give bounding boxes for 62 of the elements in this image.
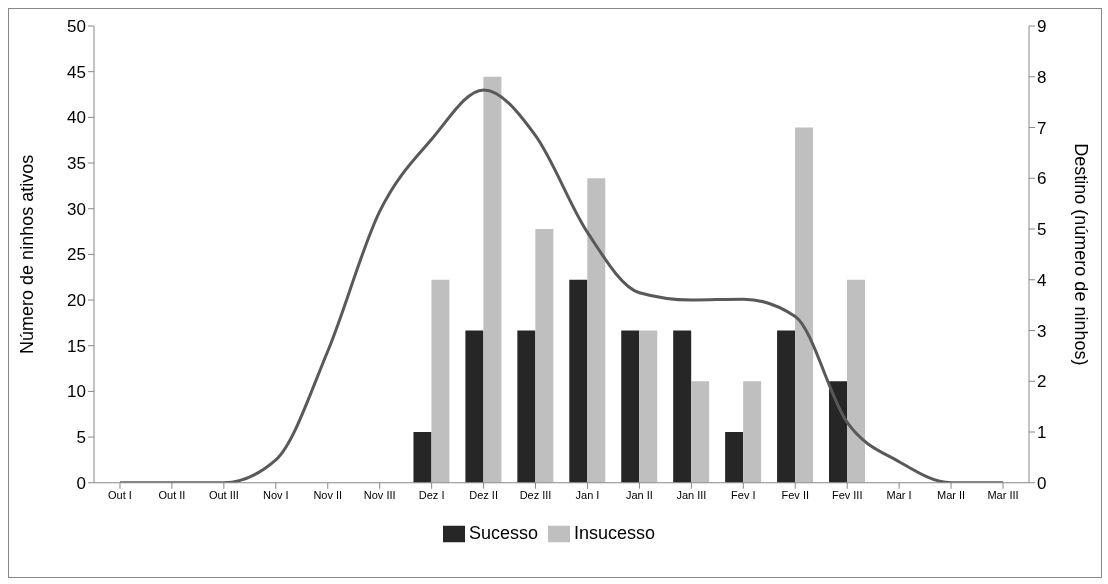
bar	[483, 76, 502, 483]
bar	[413, 432, 432, 483]
bar	[795, 127, 814, 483]
bar	[691, 381, 710, 483]
y-tick-label: 30	[67, 199, 86, 219]
bar	[535, 229, 554, 483]
bar	[639, 330, 658, 483]
y-axis-title: Número de ninhos ativos	[17, 154, 38, 354]
y-tick-label: 35	[67, 154, 86, 174]
line-series	[118, 88, 1005, 483]
bar	[847, 279, 866, 483]
x-tick-label: Nov II	[313, 488, 343, 501]
x-tick-label: Nov I	[262, 488, 289, 501]
y2-tick-label: 0	[1037, 473, 1047, 493]
x-tick-label: Fev II	[781, 488, 810, 501]
bar	[465, 330, 484, 483]
bar	[569, 279, 588, 483]
y2-tick-label: 6	[1037, 169, 1047, 189]
x-tick-label: Jan I	[575, 488, 600, 501]
y-tick-label: 20	[67, 291, 86, 311]
y2-tick-label: 4	[1037, 270, 1047, 290]
y2-tick-label: 9	[1037, 17, 1047, 37]
y2-tick-label: 5	[1037, 220, 1047, 240]
y-tick-label: 45	[67, 62, 86, 82]
x-tick-label: Out II	[158, 488, 186, 501]
y-tick-label: 25	[67, 245, 86, 265]
y-tick-label: 40	[67, 108, 86, 128]
bar	[587, 178, 606, 483]
x-tick-label: Jan III	[676, 488, 707, 501]
bar	[431, 279, 450, 483]
bar	[725, 432, 744, 483]
bar	[621, 330, 640, 483]
x-tick-label: Fev III	[831, 488, 863, 501]
x-tick-label: Dez I	[418, 488, 445, 501]
x-tick-label: Mar I	[886, 488, 912, 501]
y2-tick-label: 8	[1037, 67, 1047, 87]
bar	[517, 330, 536, 483]
x-tick-label: Dez III	[519, 488, 552, 501]
y-tick-label: 50	[67, 17, 86, 37]
x-tick-label: Out III	[208, 488, 239, 501]
y2-tick-label: 3	[1037, 321, 1047, 341]
y2-tick-label: 1	[1037, 423, 1047, 443]
y-tick-label: 0	[76, 473, 86, 493]
x-tick-label: Out I	[108, 488, 132, 501]
legend-label: Insucesso	[574, 522, 656, 543]
bar	[673, 330, 692, 483]
bar	[777, 330, 796, 483]
y-tick-label: 15	[67, 336, 86, 356]
x-tick-label: Nov III	[363, 488, 396, 501]
x-tick-label: Mar II	[937, 488, 966, 501]
y2-tick-label: 7	[1037, 118, 1047, 138]
x-tick-label: Fev I	[731, 488, 756, 501]
bar	[743, 381, 762, 483]
x-tick-label: Dez II	[469, 488, 498, 501]
y2-axis-title: Destino (número de ninhos)	[1070, 143, 1091, 366]
y-tick-label: 5	[76, 428, 86, 448]
y-tick-label: 10	[67, 382, 86, 402]
bar	[829, 381, 848, 483]
legend-label: Sucesso	[468, 522, 538, 543]
y2-tick-label: 2	[1037, 372, 1047, 392]
x-tick-label: Jan II	[625, 488, 653, 501]
x-tick-label: Mar III	[987, 488, 1019, 501]
